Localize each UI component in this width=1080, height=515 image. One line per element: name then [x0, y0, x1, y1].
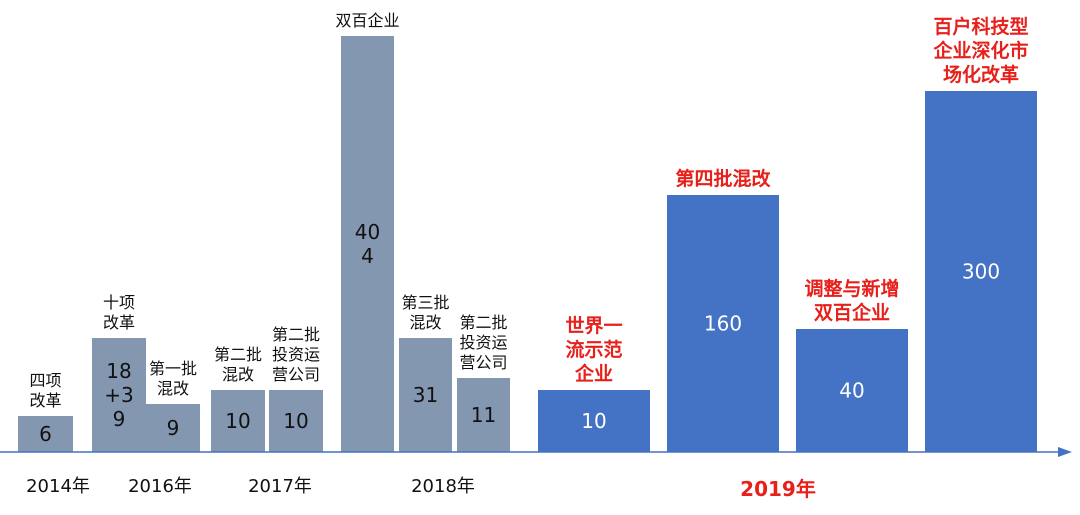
bar-category-label: 混改 [409, 313, 441, 332]
bar-3 [211, 390, 265, 452]
bar-category-label: 营公司 [459, 353, 507, 372]
bar-1 [92, 338, 146, 452]
bar-category-label: 世界一 [565, 315, 622, 337]
labels-group: 6四项改革18+39十项改革9第一批混改10第二批混改10第二批投资运营公司40… [29, 11, 1028, 446]
bar-category-label: 企业深化市 [932, 39, 1028, 62]
bar-value-label: 9 [113, 407, 126, 431]
bar-0 [18, 416, 73, 452]
bar-category-label: 第二批 [459, 313, 507, 332]
year-label: 2018年 [411, 476, 475, 497]
bar-value-label: 40 [355, 220, 380, 244]
bar-value-label: 160 [704, 312, 742, 336]
bar-category-label: 四项 [29, 371, 61, 390]
bar-category-label: 营公司 [272, 365, 320, 384]
bar-category-label: 第四批混改 [675, 167, 771, 190]
bar-5 [341, 36, 394, 452]
bar-value-label: 10 [225, 409, 250, 433]
bar-category-label: 投资运 [272, 345, 320, 364]
year-label: 2016年 [128, 476, 192, 497]
bar-4 [269, 390, 323, 452]
bar-10 [796, 329, 908, 452]
bar-category-label: 百户科技型 [933, 15, 1028, 38]
year-label: 2019年 [740, 477, 816, 501]
bar-category-label: 投资运 [459, 333, 507, 352]
bars-group [18, 36, 1037, 452]
bar-9 [667, 195, 779, 452]
x-axis-arrow-icon [1058, 447, 1072, 457]
bar-7 [457, 378, 510, 452]
bar-2 [146, 404, 200, 452]
bar-category-label: 改革 [29, 391, 61, 410]
bar-value-label: 10 [581, 409, 606, 433]
bar-category-label: 双百企业 [814, 301, 890, 324]
year-label: 2017年 [248, 476, 312, 497]
bar-value-label: 11 [471, 403, 496, 427]
bar-category-label: 十项 [103, 293, 135, 312]
bar-category-label: 双百企业 [335, 11, 399, 30]
bar-category-label: 企业 [574, 362, 613, 385]
bar-value-label: 40 [839, 379, 864, 403]
bar-category-label: 调整与新增 [804, 277, 899, 300]
bar-category-label: 改革 [103, 313, 135, 332]
bar-category-label: 第一批 [149, 359, 197, 378]
bar-6 [399, 338, 452, 452]
bar-8 [538, 390, 650, 452]
bar-category-label: 混改 [222, 365, 254, 384]
bar-value-label: 9 [167, 416, 180, 440]
bar-category-label: 流示范 [565, 338, 622, 361]
bar-value-label: +3 [104, 383, 133, 407]
year-label: 2014年 [26, 476, 90, 497]
bar-value-label: 18 [106, 359, 131, 383]
bar-value-label: 4 [361, 244, 374, 268]
bar-category-label: 混改 [157, 379, 189, 398]
bar-value-label: 300 [962, 260, 1000, 284]
bar-value-label: 6 [39, 422, 52, 446]
bar-category-label: 第二批 [214, 345, 262, 364]
bar-11 [925, 91, 1037, 452]
bar-value-label: 31 [413, 383, 438, 407]
year-labels-group: 2014年 2016年 2017年 2018年 2019年 [26, 476, 816, 501]
bar-value-label: 10 [283, 409, 308, 433]
bar-category-label: 第二批 [272, 325, 320, 344]
bar-category-label: 场化改革 [943, 63, 1019, 86]
bar-category-label: 第三批 [401, 293, 449, 312]
